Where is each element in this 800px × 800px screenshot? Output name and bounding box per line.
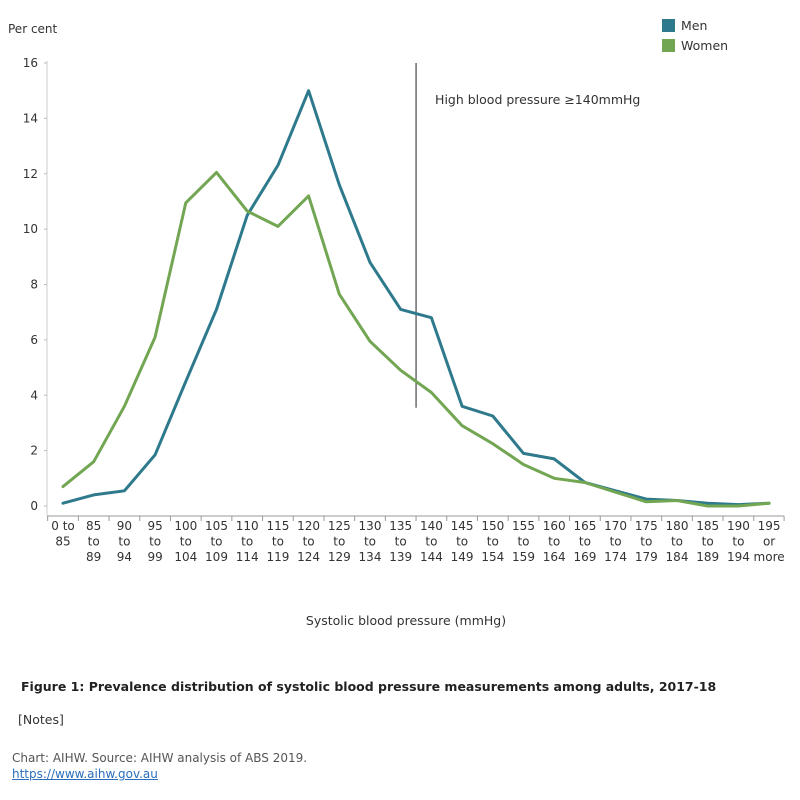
- y-tick-label: 10: [23, 222, 38, 236]
- legend-swatch-men: [662, 19, 675, 32]
- figure-caption: Figure 1: Prevalence distribution of sys…: [21, 679, 717, 694]
- x-tick-label: 125 to 129: [328, 519, 351, 564]
- x-axis-ticks: 0 to 85 85 to 89 90 to 94 95 to 99 100 to 104 105 to 109…: [47, 516, 785, 564]
- x-tick-label: 190 to 194: [727, 519, 750, 564]
- x-tick-label: 140 to 144: [420, 519, 443, 564]
- legend-swatch-women: [662, 39, 675, 52]
- reference-line-group: High blood pressure ≥140mmHg: [415, 63, 640, 408]
- y-tick-label: 0: [30, 499, 38, 513]
- aihw-link[interactable]: https://www.aihw.gov.au: [12, 767, 158, 781]
- x-tick-label: 0 to 85: [51, 519, 75, 549]
- y-tick-label: 4: [30, 388, 38, 402]
- source-text: Chart: AIHW. Source: AIHW analysis of AB…: [12, 751, 308, 765]
- x-tick-label: 120 to 124: [297, 519, 320, 564]
- y-axis-ticks: 0 2 4 6 8 10 12 14 16: [23, 56, 47, 513]
- x-tick-label: 170 to 174: [604, 519, 627, 564]
- x-tick-label: 155 to 159: [512, 519, 535, 564]
- x-tick-label: 110 to 114: [236, 519, 259, 564]
- x-tick-label: 165 to 169: [573, 519, 596, 564]
- x-tick-label: 85 to 89: [86, 519, 101, 564]
- x-axis-title: Systolic blood pressure (mmHg): [306, 613, 506, 628]
- series-lines: [61, 89, 771, 508]
- x-tick-label: 145 to 149: [451, 519, 474, 564]
- y-tick-label: 16: [23, 56, 38, 70]
- x-tick-label: 95 to 99: [147, 519, 162, 564]
- x-tick-label: 180 to 184: [666, 519, 689, 564]
- x-tick-label: 135 to 139: [389, 519, 412, 564]
- x-tick-label: 105 to 109: [205, 519, 228, 564]
- y-tick-label: 8: [30, 278, 38, 292]
- y-tick-label: 2: [30, 444, 38, 458]
- x-tick-label: 90 to 94: [117, 519, 132, 564]
- y-tick-label: 12: [23, 167, 38, 181]
- y-tick-label: 6: [30, 333, 38, 347]
- line-chart: Per cent Systolic blood pressure (mmHg) …: [8, 18, 785, 628]
- series-line-men: [61, 89, 771, 507]
- series-line-women: [61, 170, 771, 508]
- x-tick-label: 100 to 104: [174, 519, 197, 564]
- legend[interactable]: Men Women: [662, 18, 728, 53]
- x-tick-label: 195 or more: [754, 519, 785, 564]
- reference-line-label: High blood pressure ≥140mmHg: [435, 92, 640, 107]
- x-tick-label: 160 to 164: [543, 519, 566, 564]
- legend-label-women[interactable]: Women: [681, 38, 728, 53]
- notes-link[interactable]: [Notes]: [18, 712, 64, 727]
- x-tick-label: 150 to 154: [481, 519, 504, 564]
- x-tick-label: 130 to 134: [359, 519, 382, 564]
- y-tick-label: 14: [23, 111, 38, 125]
- y-axis-title: Per cent: [8, 22, 58, 36]
- x-tick-label: 175 to 179: [635, 519, 658, 564]
- x-tick-label: 115 to 119: [266, 519, 289, 564]
- x-tick-label: 185 to 189: [696, 519, 719, 564]
- legend-label-men[interactable]: Men: [681, 18, 707, 33]
